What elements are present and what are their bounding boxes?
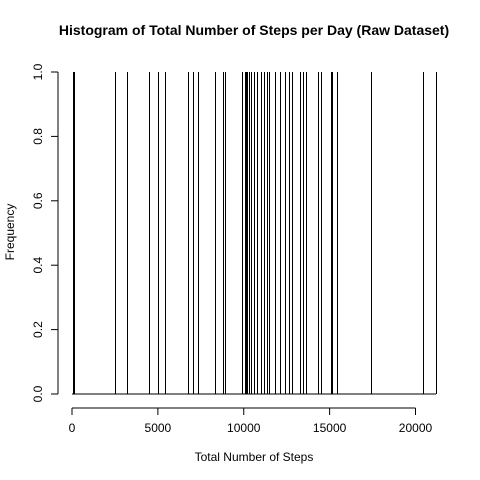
y-tick-label-3: 0.6 bbox=[31, 192, 45, 209]
x-tick-label-0: 0 bbox=[69, 421, 76, 435]
y-tick-label-0: 0.0 bbox=[31, 385, 45, 402]
x-axis-label: Total Number of Steps bbox=[195, 450, 314, 464]
x-axis: 0 5000 10000 15000 20000 bbox=[69, 407, 433, 435]
y-axis-label: Frequency bbox=[3, 204, 17, 261]
y-tick-label-2: 0.4 bbox=[31, 257, 45, 274]
y-axis: 0.0 0.2 0.4 0.6 0.8 1.0 bbox=[31, 63, 59, 402]
chart-title: Histogram of Total Number of Steps per D… bbox=[59, 22, 449, 38]
x-tick-label-2: 10000 bbox=[227, 421, 261, 435]
y-tick-label-5: 1.0 bbox=[31, 63, 45, 80]
x-tick-label-4: 20000 bbox=[399, 421, 433, 435]
histogram-bars bbox=[72, 72, 437, 395]
x-tick-label-1: 5000 bbox=[145, 421, 172, 435]
y-tick-label-1: 0.2 bbox=[31, 321, 45, 338]
x-tick-label-3: 15000 bbox=[313, 421, 347, 435]
y-tick-label-4: 0.8 bbox=[31, 128, 45, 145]
